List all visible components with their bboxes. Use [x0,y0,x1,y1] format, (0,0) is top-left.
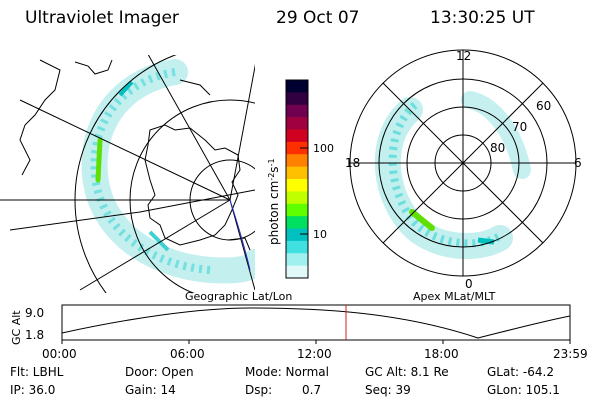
info-dsp-label: Dsp: [245,383,273,397]
info-ip: IP: 36.0 [10,383,56,397]
mlt-label-18: 18 [345,156,360,170]
instrument-title: Ultraviolet Imager [25,8,179,28]
colorbar-segment [286,253,308,267]
xtick-0000: 00:00 [42,347,77,361]
colorbar-segment [286,141,308,155]
xtick-0600: 06:00 [170,347,205,361]
colorbar-segment [286,203,308,217]
lat-lon-grid [0,55,255,293]
ytick-top: 9.0 [25,306,44,320]
info-gain: Gain: 14 [125,383,176,397]
colorbar-segment [286,191,308,205]
colorbar-segment [286,129,308,143]
auroral-oval-left [81,59,255,284]
info-dsp-value: 0.7 [302,383,322,397]
colorbar-segment [286,216,308,229]
colorbar-segment [286,154,308,168]
time-label: 13:30:25 UT [430,8,535,28]
xtick-2359: 23:59 [553,347,588,361]
altitude-curve [61,307,571,339]
date-label: 29 Oct 07 [276,8,360,28]
orbit-track [229,199,251,271]
mlt-label-12: 12 [456,49,471,63]
lat-label-70: 70 [512,120,527,134]
colorbar-segment [286,117,308,130]
colorbar-tick-10: 10 [313,228,327,241]
colorbar-segment [286,265,308,279]
info-flt: Flt: LBHL [10,365,64,379]
mlt-label-6: 6 [574,156,582,170]
colorbar-segment [286,228,308,242]
mlt-label-0: 0 [465,277,473,291]
lat-label-60: 60 [536,99,551,113]
coastlines [19,59,251,251]
xtick-1800: 18:00 [424,347,459,361]
polar-plot: 12 18 6 0 60 70 80 [345,49,582,291]
info-glon: GLon: 105.1 [487,383,560,397]
info-mode: Mode: Normal [245,365,329,379]
colorbar-segment [286,166,308,180]
left-panel-label: Geographic Lat/Lon [185,290,292,303]
info-door: Door: Open [125,365,194,379]
colorbar-segment [286,80,308,93]
timeline-ylabel: GC Alt [10,310,23,345]
xtick-1200: 12:00 [297,347,332,361]
geographic-map [0,55,255,293]
colorbar-unit-label: photon cm-2s-1 [267,158,282,245]
colorbar-segment [286,240,308,254]
info-seq: Seq: 39 [365,383,411,397]
lat-label-80: 80 [490,141,505,155]
info-gcalt: GC Alt: 8.1 Re [365,365,449,379]
colorbar-segment [286,104,308,118]
colorbar-segment [286,92,308,106]
altitude-timeline: 9.0 1.8 GC Alt [10,304,571,345]
colorbar-tick-100: 100 [313,142,334,155]
colorbar: 100 10 photon cm-2s-1 [267,79,334,279]
right-panel-label: Apex MLat/MLT [413,290,496,303]
ytick-bottom: 1.8 [25,328,44,342]
info-glat: GLat: -64.2 [487,365,554,379]
colorbar-segment [286,179,308,192]
